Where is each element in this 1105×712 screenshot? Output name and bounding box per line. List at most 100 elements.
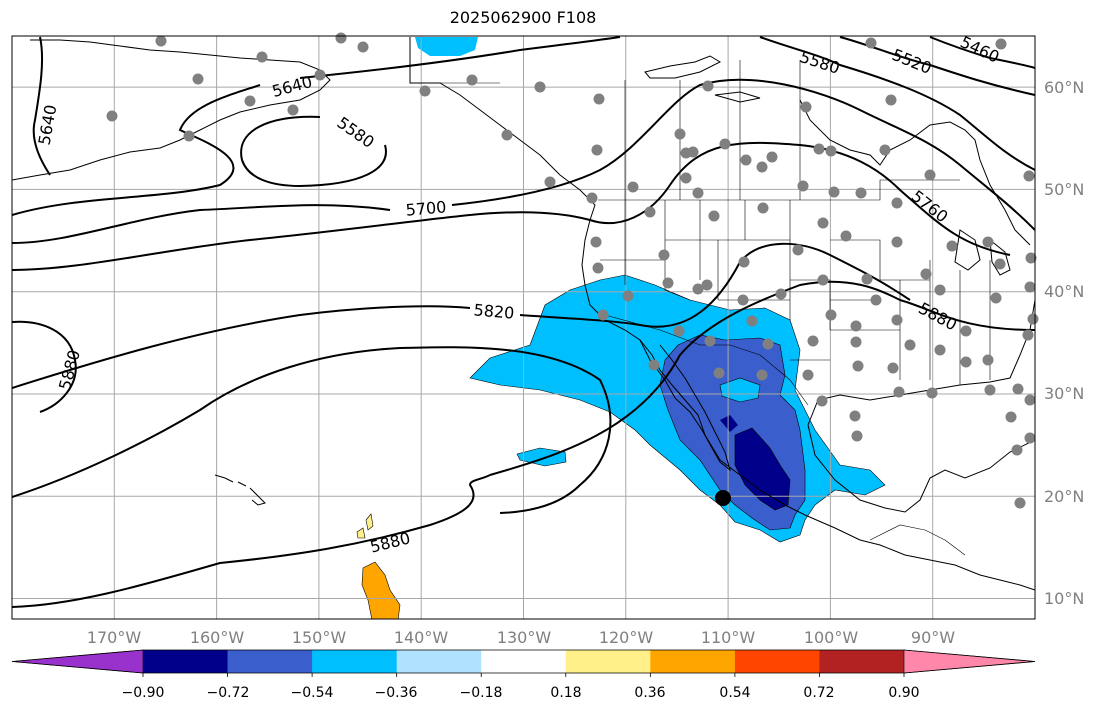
station-dot xyxy=(692,283,704,295)
station-dot xyxy=(586,192,598,204)
station-dot xyxy=(850,320,862,332)
station-dot xyxy=(756,161,768,173)
contour-label-5580-a: 5580 xyxy=(334,113,378,152)
contour-5640 xyxy=(12,36,621,216)
station-dot xyxy=(627,181,639,193)
contour-label-5640-b: 5640 xyxy=(35,103,61,146)
contour-label-5520: 5520 xyxy=(889,45,934,78)
station-dot xyxy=(590,236,602,248)
station-dot xyxy=(825,145,837,157)
colorbar-swatch xyxy=(650,650,736,673)
station-dot xyxy=(244,95,256,107)
station-dot xyxy=(990,292,1002,304)
station-dot xyxy=(1027,313,1039,325)
station-dot xyxy=(855,187,867,199)
contour-5580-ne xyxy=(759,36,1035,171)
colorbar-swatch xyxy=(565,650,651,673)
station-dot xyxy=(740,154,752,166)
station-dot xyxy=(982,354,994,366)
coastline-hawaii xyxy=(214,474,266,506)
station-dot xyxy=(335,32,347,44)
lon-label: 140°W xyxy=(394,628,449,647)
station-dot xyxy=(995,38,1007,50)
station-dot xyxy=(891,314,903,326)
station-dot xyxy=(1011,444,1023,456)
station-dot xyxy=(713,367,725,379)
coastline-baja xyxy=(639,339,731,472)
contour-label-5580-b: 5580 xyxy=(798,47,843,78)
station-dot xyxy=(1024,281,1036,293)
station-dot xyxy=(885,94,897,106)
lat-label: 20°N xyxy=(1044,487,1084,506)
colorbar-tick-label: 0.54 xyxy=(719,685,750,701)
lat-label: 50°N xyxy=(1044,180,1084,199)
station-dot xyxy=(192,73,204,85)
contour-label-5460: 5460 xyxy=(957,32,1002,66)
colorbar-tick-label: −0.90 xyxy=(122,685,165,701)
station-dot xyxy=(1025,252,1037,264)
border-central-america xyxy=(869,524,966,556)
anomaly-region-yellow-2 xyxy=(356,527,366,539)
station-dot xyxy=(622,290,634,302)
station-dot xyxy=(792,244,804,256)
lon-label: 110°W xyxy=(701,628,756,647)
station-dot xyxy=(852,360,864,372)
station-dot xyxy=(817,274,829,286)
shaded-field xyxy=(356,37,886,619)
station-dot xyxy=(591,144,603,156)
station-dot xyxy=(960,325,972,337)
station-dot xyxy=(183,130,195,142)
station-dot xyxy=(1023,170,1035,182)
map-frame xyxy=(11,35,1036,620)
colorbar-swatch xyxy=(143,650,229,673)
station-dot xyxy=(870,294,882,306)
station-dot xyxy=(106,110,118,122)
contour-label-5880-b: 5880 xyxy=(368,528,412,556)
station-dot xyxy=(648,359,660,371)
station-dot xyxy=(314,69,326,81)
station-dot xyxy=(534,81,546,93)
colorbar-tick-label: −0.18 xyxy=(460,685,503,701)
station-dot xyxy=(1024,432,1036,444)
anomaly-region-hole xyxy=(719,377,761,403)
colorbar-tick-label: −0.72 xyxy=(207,685,250,701)
colorbar-tick-label: −0.54 xyxy=(291,685,334,701)
station-dot xyxy=(662,277,674,289)
station-dot xyxy=(840,230,852,242)
contour-5880-west xyxy=(12,320,77,413)
station-dot xyxy=(828,186,840,198)
lon-label: 170°W xyxy=(87,628,142,647)
station-dot xyxy=(746,315,758,327)
station-dot xyxy=(891,236,903,248)
station-dot xyxy=(762,338,774,350)
colorbar-tick-label: −0.36 xyxy=(375,685,418,701)
station-dot xyxy=(658,249,670,261)
station-dot xyxy=(466,74,478,86)
coastline-canada xyxy=(644,55,761,103)
station-dot xyxy=(904,339,916,351)
anomaly-region-yellow xyxy=(365,513,374,531)
colorbar-swatch xyxy=(481,650,567,673)
station-dot xyxy=(708,210,720,222)
station-dot xyxy=(737,294,749,306)
lon-label: 130°W xyxy=(497,628,552,647)
station-dot xyxy=(920,268,932,280)
contour-label-5760: 5760 xyxy=(908,186,952,226)
station-dot xyxy=(802,369,814,381)
colorbar-swatch xyxy=(396,650,482,673)
station-dot xyxy=(1005,411,1017,423)
colorbar-max-arrow xyxy=(903,649,1036,674)
longitude-labels: 170°W 160°W 150°W 140°W 130°W 120°W 110°… xyxy=(87,628,955,647)
station-dot xyxy=(1012,383,1024,395)
station-dot xyxy=(701,279,713,291)
station-dot xyxy=(702,80,714,92)
station-dot xyxy=(287,104,299,116)
station-dot xyxy=(692,187,704,199)
station-dot xyxy=(674,128,686,140)
contour-5760 xyxy=(12,141,1011,271)
station-dot xyxy=(704,335,716,347)
contour-5580 xyxy=(240,115,387,188)
station-dot xyxy=(982,236,994,248)
station-dot xyxy=(593,93,605,105)
station-dot xyxy=(1014,497,1026,509)
